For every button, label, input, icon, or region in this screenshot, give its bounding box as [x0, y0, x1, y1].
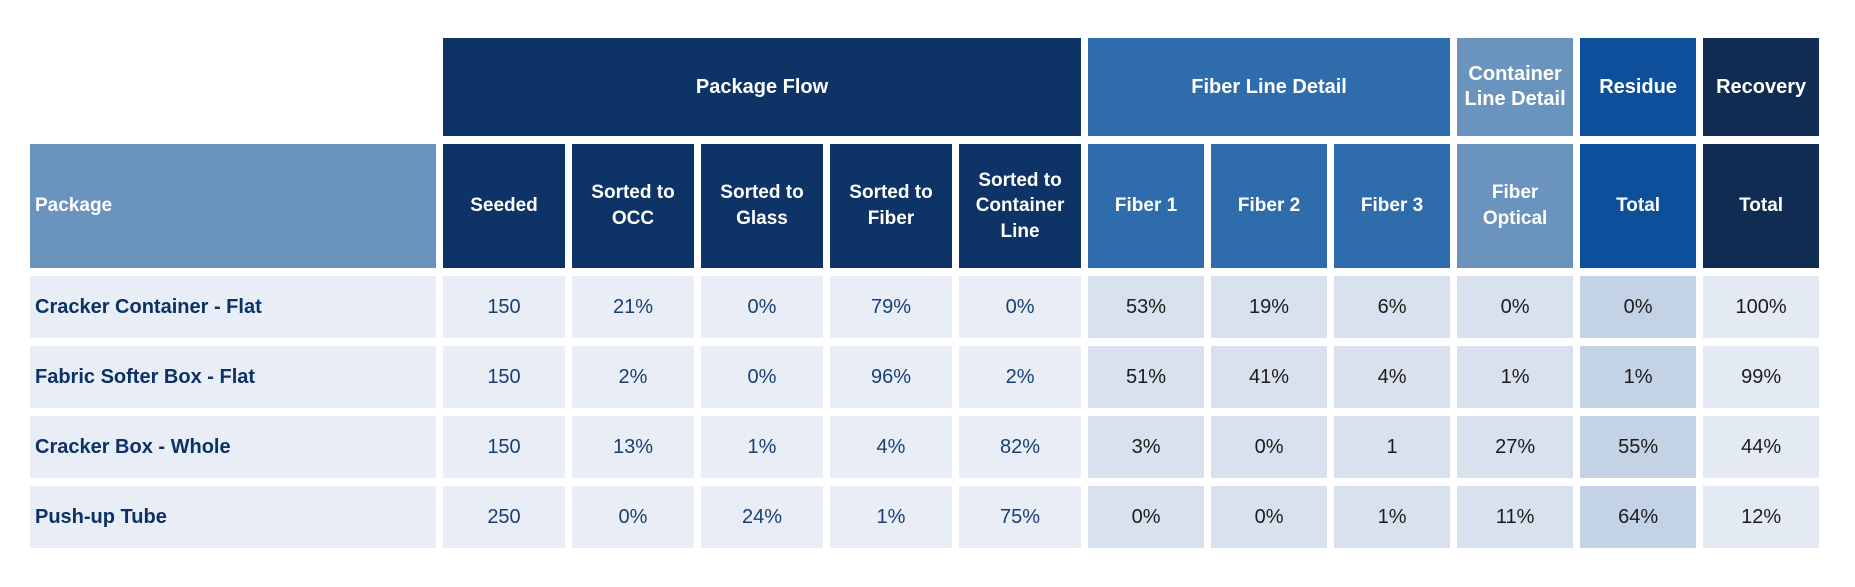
- column-header-fiber-1: Fiber 1: [1088, 144, 1205, 268]
- cell-fiber-3: 1%: [1334, 486, 1451, 548]
- column-header-sorted-to-glass: Sorted to Glass: [701, 144, 823, 268]
- cell-fiber-1: 3%: [1088, 416, 1205, 478]
- column-header-fiber-optical: Fiber Optical: [1457, 144, 1574, 268]
- cell-fiber-2: 19%: [1211, 276, 1328, 338]
- column-header-sorted-to-occ: Sorted to OCC: [572, 144, 694, 268]
- cell-sorted-to-container-line: 2%: [959, 346, 1082, 408]
- cell-sorted-to-occ: 2%: [572, 346, 694, 408]
- cell-sorted-to-glass: 0%: [701, 276, 823, 338]
- cell-fiber-2: 0%: [1211, 486, 1328, 548]
- cell-fiber-optical: 27%: [1457, 416, 1574, 478]
- cell-fiber-optical: 11%: [1457, 486, 1574, 548]
- cell-seeded: 150: [443, 416, 565, 478]
- cell-residue-total: 55%: [1580, 416, 1697, 478]
- cell-fiber-2: 41%: [1211, 346, 1328, 408]
- table-row-push-up-tube: Push-up Tube 250 0% 24% 1% 75% 0% 0% 1% …: [30, 486, 1820, 548]
- group-header-recovery: Recovery: [1703, 38, 1820, 136]
- cell-seeded: 250: [443, 486, 565, 548]
- cell-sorted-to-container-line: 75%: [959, 486, 1082, 548]
- column-header-fiber-3: Fiber 3: [1334, 144, 1451, 268]
- group-header-fiber-line-detail: Fiber Line Detail: [1088, 38, 1451, 136]
- cell-sorted-to-fiber: 96%: [830, 346, 952, 408]
- column-header-sorted-to-container-line: Sorted to Container Line: [959, 144, 1082, 268]
- cell-recovery-total: 99%: [1703, 346, 1820, 408]
- cell-fiber-3: 1: [1334, 416, 1451, 478]
- cell-sorted-to-container-line: 82%: [959, 416, 1082, 478]
- group-header-residue: Residue: [1580, 38, 1697, 136]
- cell-fiber-optical: 1%: [1457, 346, 1574, 408]
- top-left-spacer: [30, 38, 436, 136]
- cell-seeded: 150: [443, 276, 565, 338]
- cell-fiber-3: 4%: [1334, 346, 1451, 408]
- cell-sorted-to-glass: 1%: [701, 416, 823, 478]
- cell-seeded: 150: [443, 346, 565, 408]
- group-header-package-flow: Package Flow: [443, 38, 1082, 136]
- row-label: Push-up Tube: [30, 486, 436, 548]
- cell-fiber-1: 51%: [1088, 346, 1205, 408]
- cell-residue-total: 1%: [1580, 346, 1697, 408]
- cell-fiber-1: 53%: [1088, 276, 1205, 338]
- cell-sorted-to-fiber: 1%: [830, 486, 952, 548]
- cell-sorted-to-glass: 0%: [701, 346, 823, 408]
- cell-recovery-total: 12%: [1703, 486, 1820, 548]
- row-label: Cracker Container - Flat: [30, 276, 436, 338]
- cell-fiber-optical: 0%: [1457, 276, 1574, 338]
- column-header-residue-total: Total: [1580, 144, 1697, 268]
- cell-sorted-to-fiber: 79%: [830, 276, 952, 338]
- cell-fiber-3: 6%: [1334, 276, 1451, 338]
- group-header-container-line-detail: Container Line Detail: [1457, 38, 1574, 136]
- column-header-recovery-total: Total: [1703, 144, 1820, 268]
- cell-residue-total: 64%: [1580, 486, 1697, 548]
- cell-fiber-2: 0%: [1211, 416, 1328, 478]
- group-header-row: Package Flow Fiber Line Detail Container…: [30, 38, 1820, 136]
- cell-recovery-total: 100%: [1703, 276, 1820, 338]
- table-row-cracker-container-flat: Cracker Container - Flat 150 21% 0% 79% …: [30, 276, 1820, 338]
- column-header-fiber-2: Fiber 2: [1211, 144, 1328, 268]
- cell-recovery-total: 44%: [1703, 416, 1820, 478]
- table-row-cracker-box-whole: Cracker Box - Whole 150 13% 1% 4% 82% 3%…: [30, 416, 1820, 478]
- cell-sorted-to-container-line: 0%: [959, 276, 1082, 338]
- column-header-seeded: Seeded: [443, 144, 565, 268]
- row-label: Cracker Box - Whole: [30, 416, 436, 478]
- cell-sorted-to-occ: 13%: [572, 416, 694, 478]
- cell-sorted-to-glass: 24%: [701, 486, 823, 548]
- column-header-row: Package Seeded Sorted to OCC Sorted to G…: [30, 144, 1820, 268]
- cell-sorted-to-fiber: 4%: [830, 416, 952, 478]
- cell-sorted-to-occ: 0%: [572, 486, 694, 548]
- column-header-sorted-to-fiber: Sorted to Fiber: [830, 144, 952, 268]
- table-row-fabric-softer-box-flat: Fabric Softer Box - Flat 150 2% 0% 96% 2…: [30, 346, 1820, 408]
- cell-fiber-1: 0%: [1088, 486, 1205, 548]
- cell-residue-total: 0%: [1580, 276, 1697, 338]
- column-header-package: Package: [30, 144, 436, 268]
- row-label: Fabric Softer Box - Flat: [30, 346, 436, 408]
- cell-sorted-to-occ: 21%: [572, 276, 694, 338]
- package-sortation-table: Package Flow Fiber Line Detail Container…: [23, 30, 1826, 556]
